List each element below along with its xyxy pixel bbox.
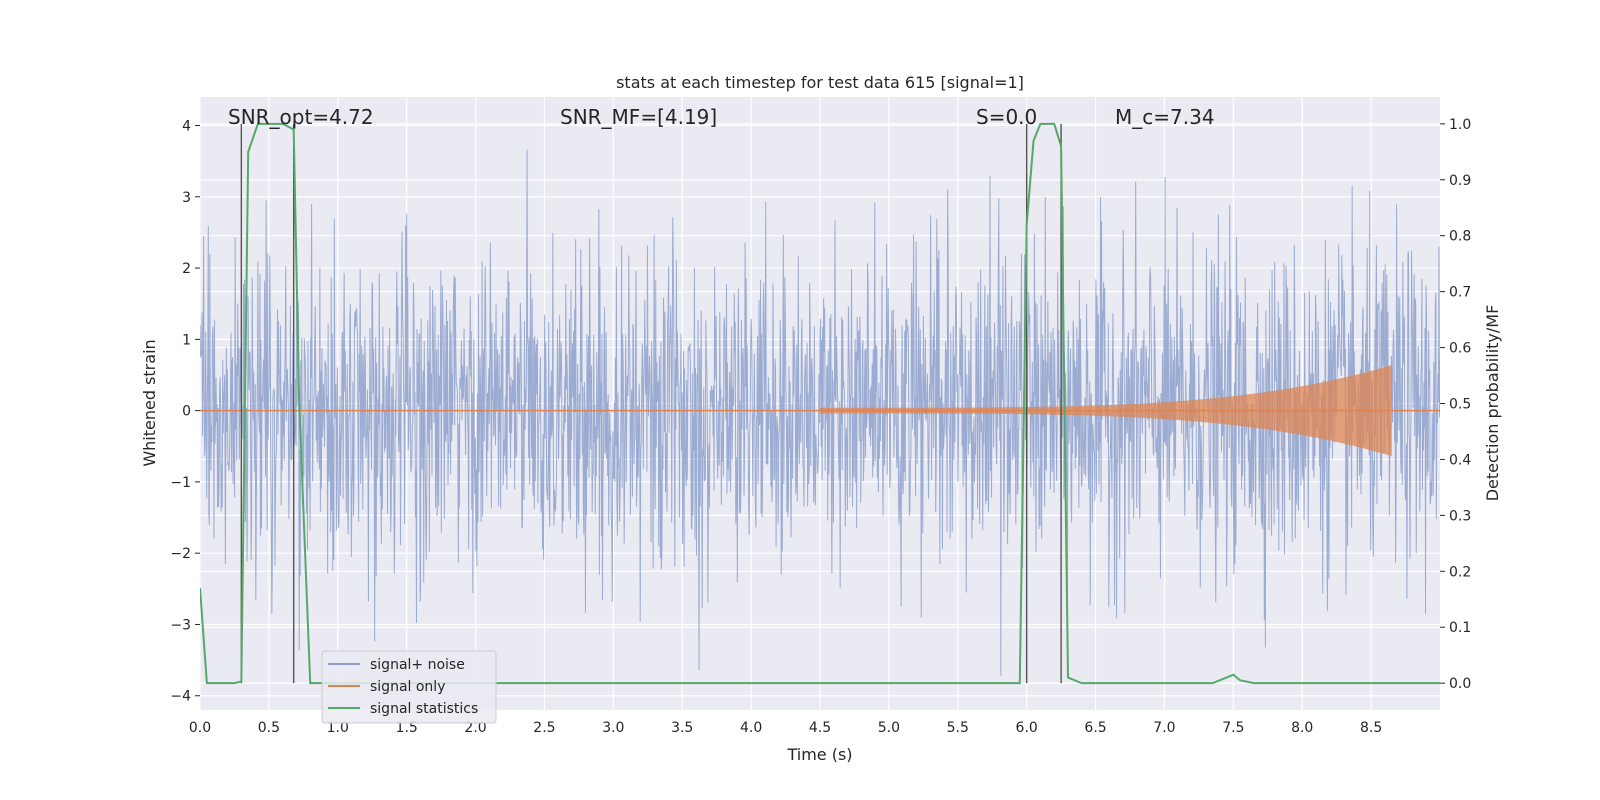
y-tick-label-4: 0 bbox=[182, 404, 191, 420]
x-tick-label-12: 6.0 bbox=[1016, 720, 1038, 736]
x-tick-label-9: 4.5 bbox=[809, 720, 831, 736]
noise-series bbox=[200, 149, 1440, 676]
y-tick-label-1: −3 bbox=[170, 617, 191, 633]
y-axis-ticks: −4 −3 −2 −1 0 1 2 3 4 bbox=[170, 119, 200, 705]
y2-axis-label: Detection probability/MF bbox=[1483, 305, 1502, 502]
legend-label-signal-statistics: signal statistics bbox=[370, 701, 478, 717]
x-tick-label-4: 2.0 bbox=[464, 720, 486, 736]
x-tick-label-11: 5.5 bbox=[947, 720, 969, 736]
y2-tick-label-2: 0.2 bbox=[1449, 564, 1471, 580]
chirp-series bbox=[200, 365, 1440, 457]
x-axis-label: Time (s) bbox=[786, 745, 852, 764]
annotation-snr-opt: SNR_opt=4.72 bbox=[228, 105, 374, 129]
y2-tick-label-9: 0.9 bbox=[1449, 173, 1471, 189]
x-tick-label-8: 4.0 bbox=[740, 720, 762, 736]
signal-noise-line bbox=[200, 149, 1440, 676]
x-tick-label-14: 7.0 bbox=[1153, 720, 1175, 736]
x-tick-label-5: 2.5 bbox=[533, 720, 555, 736]
y2-tick-label-3: 0.3 bbox=[1449, 508, 1471, 524]
y2-tick-label-1: 0.1 bbox=[1449, 620, 1471, 636]
y-tick-label-7: 3 bbox=[182, 190, 191, 206]
x-axis-ticks: 0.0 0.5 1.0 1.5 2.0 2.5 3.0 3.5 4.0 4.5 5.0 5.5 6.0 6… bbox=[189, 720, 1382, 736]
x-tick-label-7: 3.5 bbox=[671, 720, 693, 736]
x-tick-label-1: 0.5 bbox=[258, 720, 280, 736]
y2-tick-label-7: 0.7 bbox=[1449, 285, 1471, 301]
legend-label-signal-noise: signal+ noise bbox=[370, 657, 465, 673]
y2-tick-label-10: 1.0 bbox=[1449, 117, 1471, 133]
y-tick-label-3: −1 bbox=[170, 475, 191, 491]
x-tick-label-17: 8.5 bbox=[1360, 720, 1382, 736]
legend-box bbox=[321, 650, 497, 724]
x-tick-label-15: 7.5 bbox=[1222, 720, 1244, 736]
legend-label-signal-only: signal only bbox=[370, 679, 445, 695]
annotation-snr-mf: SNR_MF=[4.19] bbox=[560, 105, 717, 129]
y-tick-label-2: −2 bbox=[170, 546, 191, 562]
x-tick-label-13: 6.5 bbox=[1084, 720, 1106, 736]
y2-axis-ticks: 0.0 0.1 0.2 0.3 0.4 0.5 0.6 0.7 0.8 0.9 1.0 bbox=[1440, 117, 1471, 692]
statistics-series bbox=[200, 122, 1440, 685]
x-tick-label-2: 1.0 bbox=[327, 720, 349, 736]
y2-tick-label-8: 0.8 bbox=[1449, 229, 1471, 245]
y-tick-label-8: 4 bbox=[182, 119, 191, 135]
y-tick-label-6: 2 bbox=[182, 261, 191, 277]
chart-title: stats at each timestep for test data 615… bbox=[616, 73, 1024, 92]
y2-tick-label-6: 0.6 bbox=[1449, 341, 1471, 357]
y2-tick-label-0: 0.0 bbox=[1449, 676, 1471, 692]
x-tick-label-0: 0.0 bbox=[189, 720, 211, 736]
legend: signal+ noise signal only signal statist… bbox=[321, 650, 497, 724]
x-tick-label-16: 8.0 bbox=[1291, 720, 1313, 736]
x-tick-label-10: 5.0 bbox=[878, 720, 900, 736]
signal-statistics-line bbox=[200, 122, 1440, 685]
y2-tick-label-5: 0.5 bbox=[1449, 397, 1471, 413]
x-tick-label-3: 1.5 bbox=[396, 720, 418, 736]
y-tick-label-0: −4 bbox=[170, 689, 191, 705]
x-tick-label-6: 3.0 bbox=[602, 720, 624, 736]
y2-tick-label-4: 0.4 bbox=[1449, 452, 1471, 468]
y-tick-label-5: 1 bbox=[182, 332, 191, 348]
y-axis-label: Whitened strain bbox=[140, 339, 159, 466]
annotation-s-value: S=0.0 bbox=[976, 105, 1037, 129]
annotation-mc-value: M_c=7.34 bbox=[1115, 105, 1215, 129]
